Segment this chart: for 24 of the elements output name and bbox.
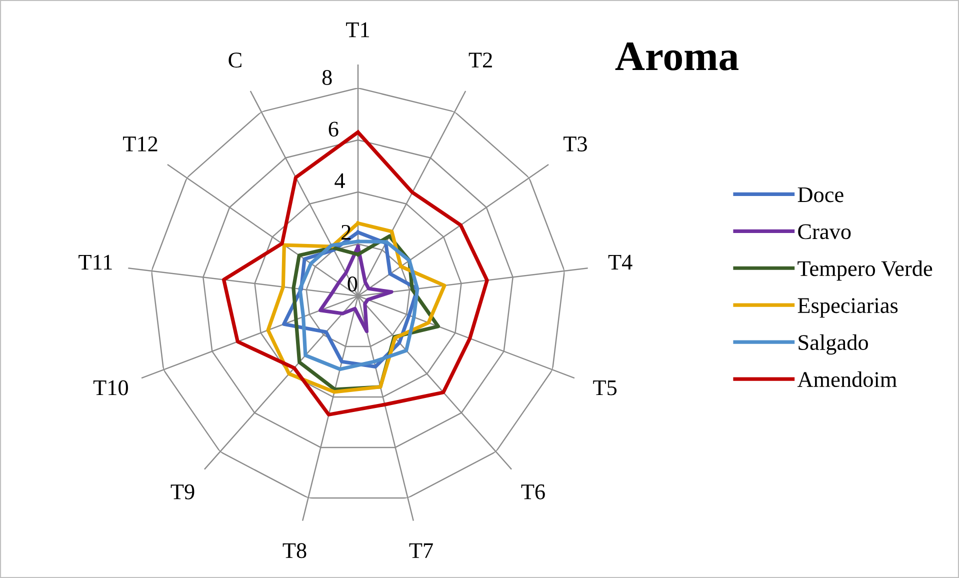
spoke-label: T5 (593, 380, 617, 396)
y-tick-label: 6 (328, 122, 338, 137)
spoke-label: T1 (346, 22, 370, 38)
legend-label: Especiarias (798, 298, 898, 318)
spoke-label: T8 (282, 543, 306, 558)
legend-label: Amendoim (797, 371, 897, 388)
spoke-label: T6 (521, 484, 545, 500)
spoke-label: C (228, 52, 242, 68)
spoke-label: T7 (409, 543, 433, 558)
spoke-label: T11 (78, 254, 112, 270)
spoke-label: T2 (468, 52, 492, 68)
y-tick-label: 8 (322, 70, 332, 86)
spoke-label: T3 (564, 136, 587, 152)
spoke-label: T9 (170, 484, 194, 500)
legend-label: Tempero Verde (798, 260, 932, 281)
spoke-label: T4 (608, 254, 632, 270)
spoke-label: T10 (93, 380, 128, 396)
legend-label: Doce (798, 187, 844, 202)
legend-label: Salgado (798, 334, 868, 355)
y-tick-label: 0 (348, 276, 358, 292)
y-tick-label: 4 (334, 173, 345, 188)
spoke-label: T12 (123, 136, 158, 152)
chart-title: Aroma (615, 42, 738, 70)
legend-label: Cravo (798, 224, 851, 240)
